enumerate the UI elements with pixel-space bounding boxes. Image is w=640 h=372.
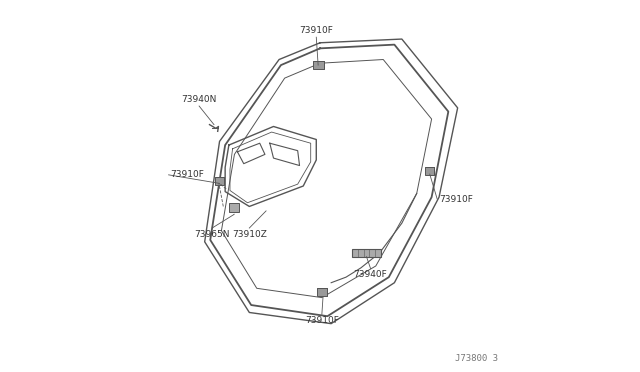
Text: 73910F: 73910F — [300, 26, 333, 35]
Bar — [351, 249, 381, 257]
Bar — [317, 288, 327, 296]
Text: J73800 3: J73800 3 — [455, 354, 498, 363]
Text: 73940F: 73940F — [354, 270, 387, 279]
Text: 73965N: 73965N — [195, 230, 230, 239]
Text: 73910F: 73910F — [305, 316, 339, 325]
Bar — [215, 177, 224, 185]
Text: 73940N: 73940N — [181, 95, 217, 104]
Text: 73910F: 73910F — [439, 195, 473, 203]
Bar — [312, 61, 324, 69]
Text: 73910Z: 73910Z — [232, 230, 267, 239]
Bar — [229, 203, 239, 212]
Bar — [425, 167, 435, 175]
Text: 73910F: 73910F — [170, 170, 204, 179]
